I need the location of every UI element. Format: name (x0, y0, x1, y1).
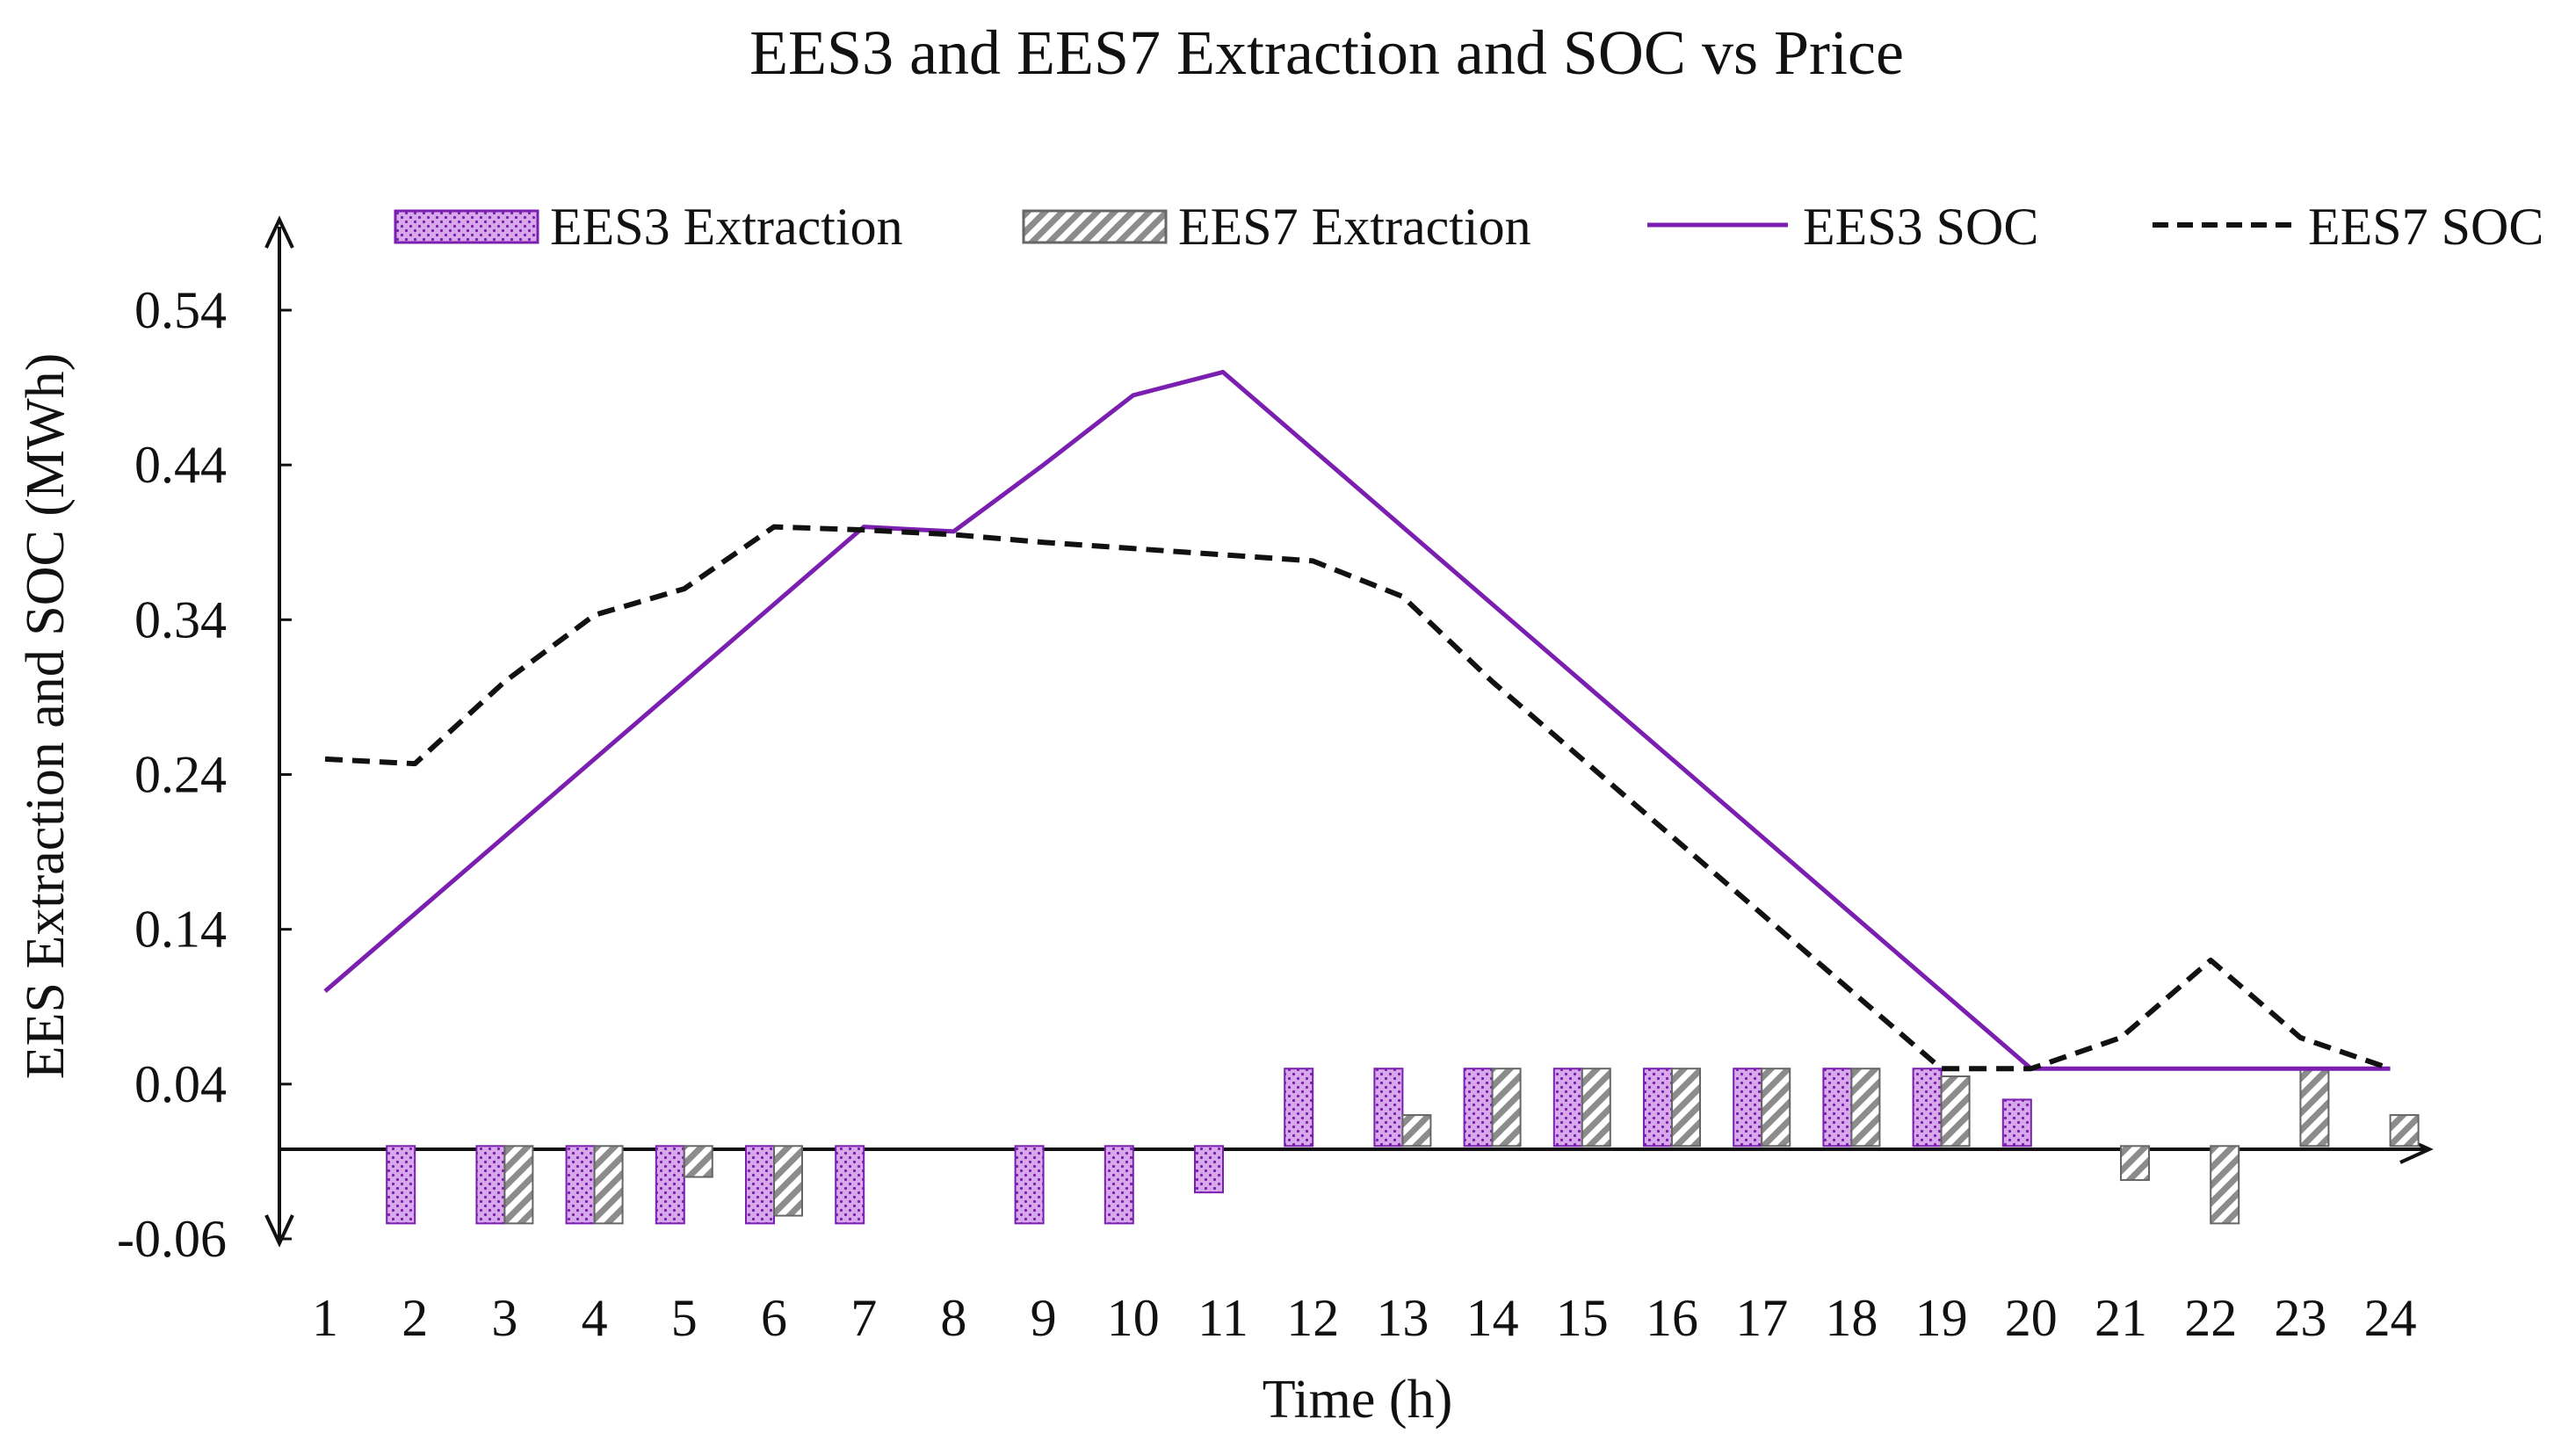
line-ees3-soc (323, 369, 2391, 1071)
line-series (323, 369, 2391, 1072)
bar-ees7-extraction (1401, 1114, 1432, 1148)
line-ees7-soc (324, 524, 2391, 1072)
x-tick-label: 21 (2095, 1289, 2147, 1347)
y-tick-label: 0.04 (134, 1055, 227, 1113)
bar-ees7-extraction (1940, 1075, 1971, 1148)
bar-ees3-extraction (565, 1145, 596, 1225)
bar-ees3-extraction (386, 1145, 416, 1225)
x-tick-label: 2 (402, 1289, 428, 1347)
bar-ees3-extraction (1822, 1068, 1853, 1148)
legend-label-ees7-soc: EES7 SOC (2308, 198, 2543, 256)
x-tick-label: 11 (1198, 1289, 1248, 1347)
x-tick-label: 4 (582, 1289, 608, 1347)
bar-ees7-extraction (503, 1145, 534, 1225)
x-tick-label: 13 (1376, 1289, 1429, 1347)
x-tick-label: 1 (312, 1289, 338, 1347)
bar-ees7-extraction (1850, 1068, 1881, 1148)
x-tick-label: 16 (1646, 1289, 1698, 1347)
bar-ees3-extraction (475, 1145, 506, 1225)
y-tick-label: 0.34 (134, 590, 227, 648)
x-tick-label: 3 (491, 1289, 517, 1347)
x-tick-label: 9 (1031, 1289, 1057, 1347)
bar-ees7-extraction (1671, 1068, 1701, 1148)
bar-ees3-extraction (655, 1145, 685, 1225)
y-tick-label: 0.14 (134, 901, 227, 959)
legend-label-ees3-soc: EES3 SOC (1803, 198, 2038, 256)
bar-ees7-extraction (1761, 1068, 1791, 1148)
x-tick-label: 14 (1466, 1289, 1519, 1347)
bar-ees3-extraction (1014, 1145, 1045, 1225)
x-tick-label: 23 (2274, 1289, 2326, 1347)
legend: EES3 Extraction EES7 Extraction EES3 SOC… (394, 198, 2543, 256)
bar-ees7-extraction (2299, 1068, 2330, 1148)
x-tick-label: 20 (2005, 1289, 2058, 1347)
x-axis: 1 2 3 4 5 6 7 8 9 10 11 12 13 14 15 16 17 18 19 20 21 22 23 24 (279, 1134, 2434, 1347)
legend-swatch-ees3-extraction (394, 209, 539, 244)
x-tick-label: 7 (850, 1289, 877, 1347)
bar-series (386, 1068, 2420, 1225)
bar-ees3-extraction (1552, 1068, 1583, 1148)
y-ticks: 0.54 0.44 0.34 0.24 0.14 0.04 -0.06 (117, 281, 292, 1268)
chart-title: EES3 and EES7 Extraction and SOC vs Pric… (749, 18, 1904, 88)
bar-ees7-extraction (773, 1145, 803, 1217)
y-tick-label: 0.54 (134, 281, 227, 339)
bar-ees3-extraction (1733, 1068, 1763, 1148)
bar-ees3-extraction (835, 1145, 865, 1225)
bar-ees3-extraction (1284, 1068, 1314, 1148)
y-tick-label: -0.06 (117, 1210, 227, 1268)
y-axis: 0.54 0.44 0.34 0.24 0.14 0.04 -0.06 (117, 215, 294, 1268)
x-tick-label: 15 (1556, 1289, 1609, 1347)
y-axis-title: EES Extraction and SOC (MWh) (16, 353, 76, 1080)
bar-ees7-extraction (2120, 1145, 2150, 1182)
bar-ees3-extraction (1373, 1068, 1404, 1148)
bar-ees3-extraction (1912, 1068, 1943, 1148)
bar-ees7-extraction (593, 1145, 624, 1225)
x-tick-label: 6 (761, 1289, 787, 1347)
bar-ees7-extraction (683, 1145, 713, 1178)
bar-ees3-extraction (745, 1145, 775, 1225)
x-tick-label: 19 (1915, 1289, 1968, 1347)
y-axis-arrow-bottom (264, 1214, 294, 1248)
x-tick-label: 8 (940, 1289, 966, 1347)
legend-label-ees3-extraction: EES3 Extraction (550, 198, 903, 256)
x-tick-label: 18 (1825, 1289, 1878, 1347)
x-axis-title: Time (h) (1263, 1370, 1452, 1430)
bar-ees7-extraction (2210, 1145, 2240, 1225)
bar-ees3-extraction (1643, 1068, 1673, 1148)
y-tick-label: 0.24 (134, 746, 227, 804)
bar-ees7-extraction (1491, 1068, 1522, 1148)
bar-ees3-extraction (1103, 1145, 1134, 1225)
bar-ees3-extraction (2001, 1098, 2032, 1148)
x-tick-label: 12 (1286, 1289, 1339, 1347)
legend-swatch-ees7-extraction (1022, 209, 1168, 244)
bar-ees3-extraction (1194, 1145, 1224, 1194)
x-tick-label: 24 (2364, 1289, 2417, 1347)
y-tick-label: 0.44 (134, 436, 227, 494)
legend-label-ees7-extraction: EES7 Extraction (1178, 198, 1531, 256)
x-ticks: 1 2 3 4 5 6 7 8 9 10 11 12 13 14 15 16 17 18 19 20 21 22 23 24 (312, 1289, 2417, 1347)
bar-ees7-extraction (1581, 1068, 1611, 1148)
x-tick-label: 5 (671, 1289, 698, 1347)
x-tick-label: 22 (2184, 1289, 2237, 1347)
bar-ees7-extraction (2389, 1114, 2420, 1148)
bar-ees3-extraction (1463, 1068, 1494, 1148)
y-axis-arrow-top (264, 215, 294, 249)
x-tick-label: 17 (1735, 1289, 1788, 1347)
x-tick-label: 10 (1107, 1289, 1160, 1347)
